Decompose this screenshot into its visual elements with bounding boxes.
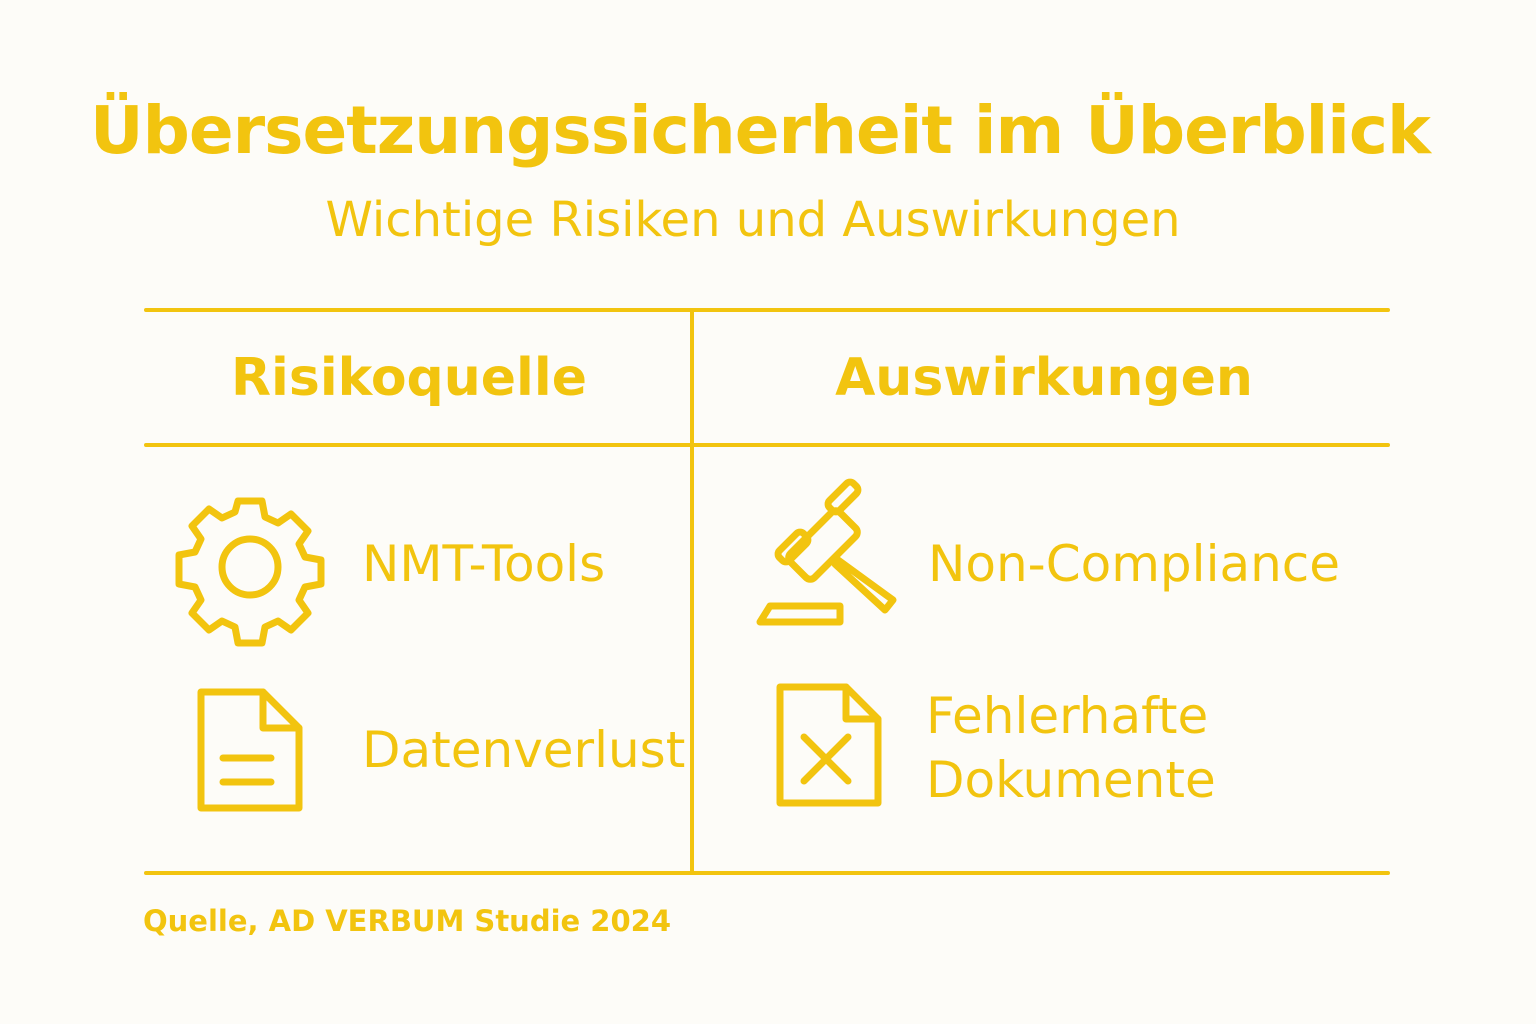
page-title: Übersetzungssicherheit im Überblick	[90, 92, 1431, 169]
impact-non-compliance: Non-Compliance	[928, 535, 1341, 593]
document-icon	[197, 688, 303, 812]
source-note: Quelle, AD VERBUM Studie 2024	[143, 904, 672, 938]
gavel-icon	[756, 478, 897, 626]
header-divider	[144, 443, 1390, 447]
impact-line-1: Fehlerhafte	[926, 687, 1209, 745]
risk-nmt-tools: NMT-Tools	[362, 535, 606, 593]
header-impacts: Auswirkungen	[835, 348, 1253, 408]
table-top-border	[144, 308, 1390, 312]
risk-data-loss: Datenverlust	[362, 721, 686, 779]
column-divider	[690, 312, 694, 874]
impact-faulty-documents: Fehlerhafte Dokumente	[926, 684, 1216, 812]
page-subtitle: Wichtige Risiken und Auswirkungen	[325, 192, 1181, 248]
header-risk-source: Risikoquelle	[231, 348, 587, 408]
document-x-icon	[776, 683, 882, 807]
impact-line-2: Dokumente	[926, 751, 1216, 809]
table-bottom-border	[144, 871, 1390, 875]
gear-icon	[175, 497, 325, 647]
